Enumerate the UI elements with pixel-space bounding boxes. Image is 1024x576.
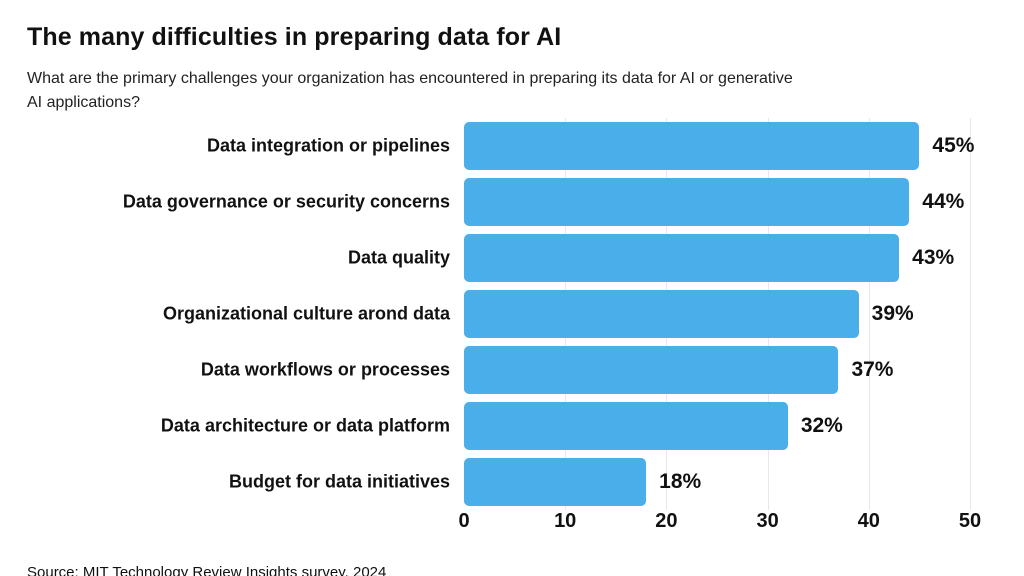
bar xyxy=(464,178,910,226)
chart-title: The many difficulties in preparing data … xyxy=(27,22,562,51)
bar-value-label: 32% xyxy=(800,414,843,437)
subtitle-line-2: AI applications? xyxy=(27,94,140,111)
subtitle-line-1: What are the primary challenges your org… xyxy=(27,70,793,87)
bar xyxy=(464,458,647,506)
axis-tick-label: 50 xyxy=(958,510,982,532)
bar-row: Data architecture or data platform 32% xyxy=(0,398,1024,454)
bar-row: Data workflows or processes 37% xyxy=(0,342,1024,398)
bar-value-label: 37% xyxy=(851,358,894,381)
axis-tick-label: 20 xyxy=(655,510,678,532)
axis-tick-label: 30 xyxy=(756,510,779,532)
source-note: Source: MIT Technology Review Insights s… xyxy=(27,564,387,576)
bar-value-label: 45% xyxy=(932,134,975,157)
gridline xyxy=(868,118,870,510)
bar xyxy=(464,290,859,338)
bar-value-label: 18% xyxy=(659,470,702,493)
bar-value-label: 44% xyxy=(922,190,965,213)
axis-tick-label: 10 xyxy=(554,510,577,532)
plot-area: Data integration or pipelines 45% Data gov… xyxy=(0,118,1024,510)
category-label: Data integration or pipelines xyxy=(206,135,450,156)
bar xyxy=(464,122,920,170)
chart-subtitle: What are the primary challenges your org… xyxy=(27,67,793,115)
bar-value-label: 43% xyxy=(912,246,955,269)
bar xyxy=(464,402,788,450)
x-axis: 0 10 20 30 40 50 xyxy=(0,510,1024,536)
bar-value-label: 39% xyxy=(871,302,914,325)
gridline xyxy=(970,118,971,510)
category-label: Data architecture or data platform xyxy=(160,415,450,436)
bar-row: Budget for data initiatives 18% xyxy=(0,454,1024,510)
bar xyxy=(464,346,839,394)
category-label: Data governance or security concerns xyxy=(122,191,450,212)
bar-row: Organizational culture arond data 39% xyxy=(0,286,1024,342)
category-label: Data quality xyxy=(347,247,450,268)
bar-row: Data integration or pipelines 45% xyxy=(0,118,1024,174)
axis-tick-label: 40 xyxy=(857,510,880,532)
axis-tick-label: 0 xyxy=(458,510,470,532)
category-label: Organizational culture arond data xyxy=(162,303,450,324)
bar xyxy=(464,234,900,282)
bar-row: Data quality 43% xyxy=(0,230,1024,286)
bar-chart: Data integration or pipelines 45% Data gov… xyxy=(0,118,1024,510)
category-label: Data workflows or processes xyxy=(200,359,450,380)
category-label: Budget for data initiatives xyxy=(228,471,450,492)
bar-row: Data governance or security concerns 44% xyxy=(0,174,1024,230)
